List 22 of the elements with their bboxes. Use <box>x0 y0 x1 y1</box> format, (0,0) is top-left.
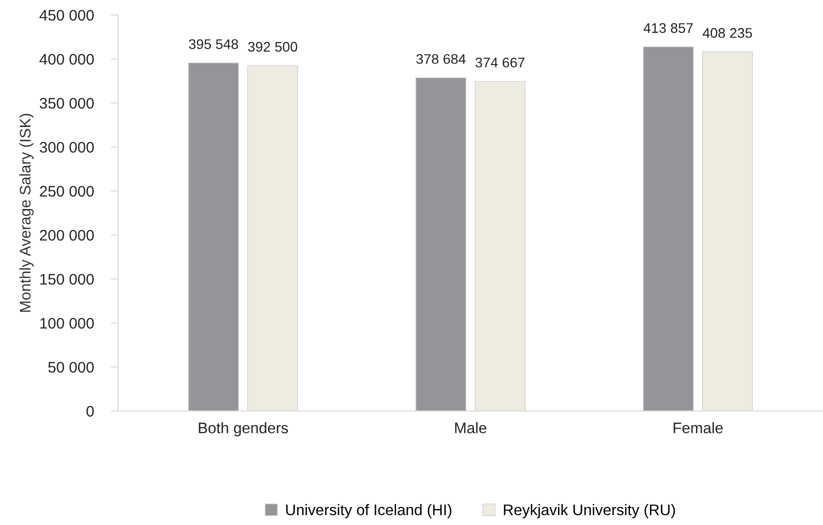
y-tick-label: 100 000 <box>40 318 94 329</box>
y-tick-label: 350 000 <box>40 98 94 109</box>
y-tick-label: 200 000 <box>40 230 94 241</box>
data-label: 408 235 <box>702 28 752 38</box>
y-tick-label: 400 000 <box>40 54 94 65</box>
y-tick-label: 300 000 <box>40 142 94 153</box>
x-tick-label: Both genders <box>198 422 288 436</box>
x-tick-label: Male <box>455 422 486 434</box>
y-tick-label: 250 000 <box>40 186 94 197</box>
legend-label: Reykjavik University (RU) <box>504 504 675 518</box>
y-tick-label: 0 <box>86 406 94 417</box>
y-tick-label: 50 000 <box>48 362 94 373</box>
legend-label: University of Iceland (HI) <box>286 504 452 518</box>
y-axis-title: Monthly Average Salary (ISK) <box>19 114 34 312</box>
data-label: 413 857 <box>644 23 693 33</box>
x-tick-label: Female <box>674 422 723 434</box>
data-label: 374 667 <box>475 58 524 68</box>
y-tick-label: 450 000 <box>40 10 94 21</box>
data-label: 392 500 <box>248 42 298 52</box>
data-label: 378 684 <box>416 54 466 64</box>
data-label: 395 548 <box>188 39 238 50</box>
y-tick-label: 150 000 <box>40 274 94 285</box>
